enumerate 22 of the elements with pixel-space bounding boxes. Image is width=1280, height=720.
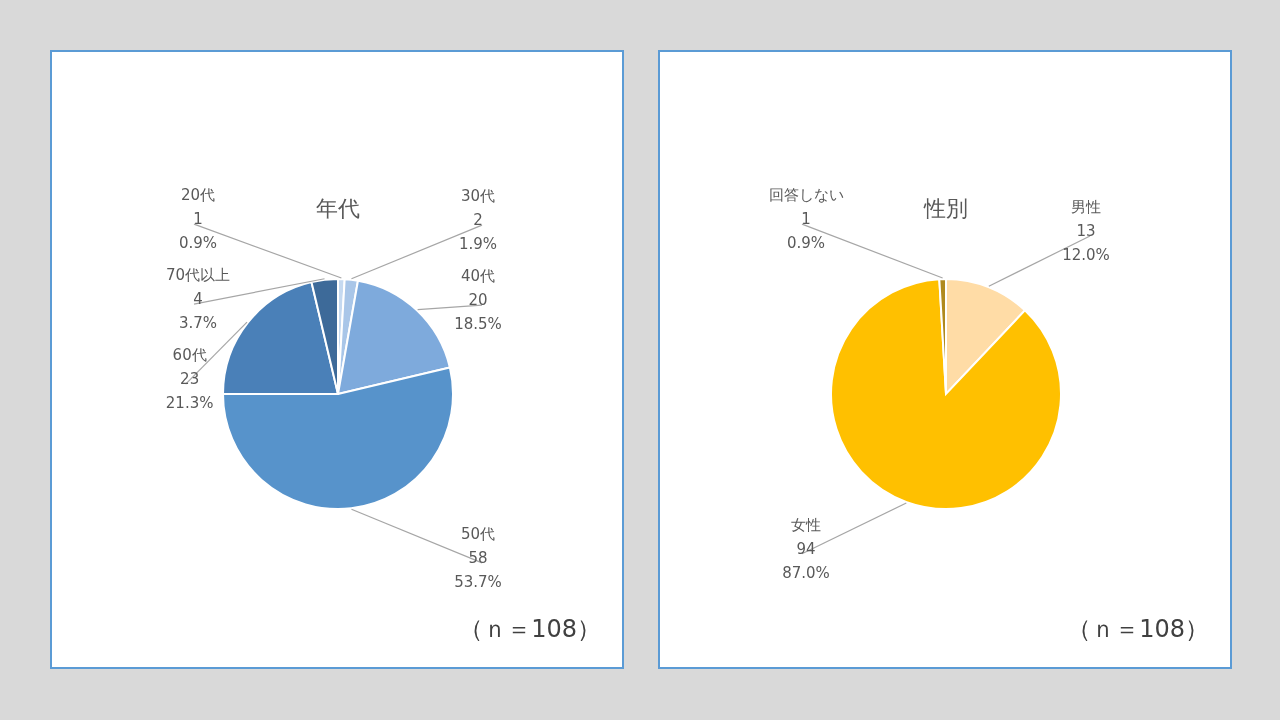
- slice-label: 30代: [460, 187, 496, 206]
- data-label: 4 3.7%: [178, 290, 218, 333]
- data-label: 23 21.3%: [165, 370, 214, 413]
- data-label: 13 12.0%: [1062, 222, 1110, 265]
- data-label: 58 53.7%: [454, 548, 502, 591]
- data-label: 2 1.9%: [458, 211, 498, 254]
- data-label: 20 18.5%: [454, 291, 502, 334]
- chart-title: 性別: [923, 196, 968, 221]
- slice-label: 60代: [172, 346, 207, 365]
- slice-label: 20代: [180, 186, 216, 205]
- data-label: 1 0.9%: [178, 210, 218, 253]
- text: （ｎ＝108）: [1067, 615, 1209, 643]
- slice-label: 70代以上: [165, 266, 231, 285]
- slice-label: 男性: [1071, 198, 1101, 217]
- slice-label: 女性: [791, 515, 821, 534]
- data-label: 94 87.0%: [782, 539, 830, 582]
- slice-label: 50代: [460, 524, 496, 543]
- slice-label: 40代: [460, 267, 496, 286]
- text: （ｎ＝108）: [459, 615, 601, 643]
- slice-label: 回答しない: [768, 186, 844, 205]
- chart-title: 年代: [316, 196, 360, 221]
- data-label: 1 0.9%: [786, 210, 826, 253]
